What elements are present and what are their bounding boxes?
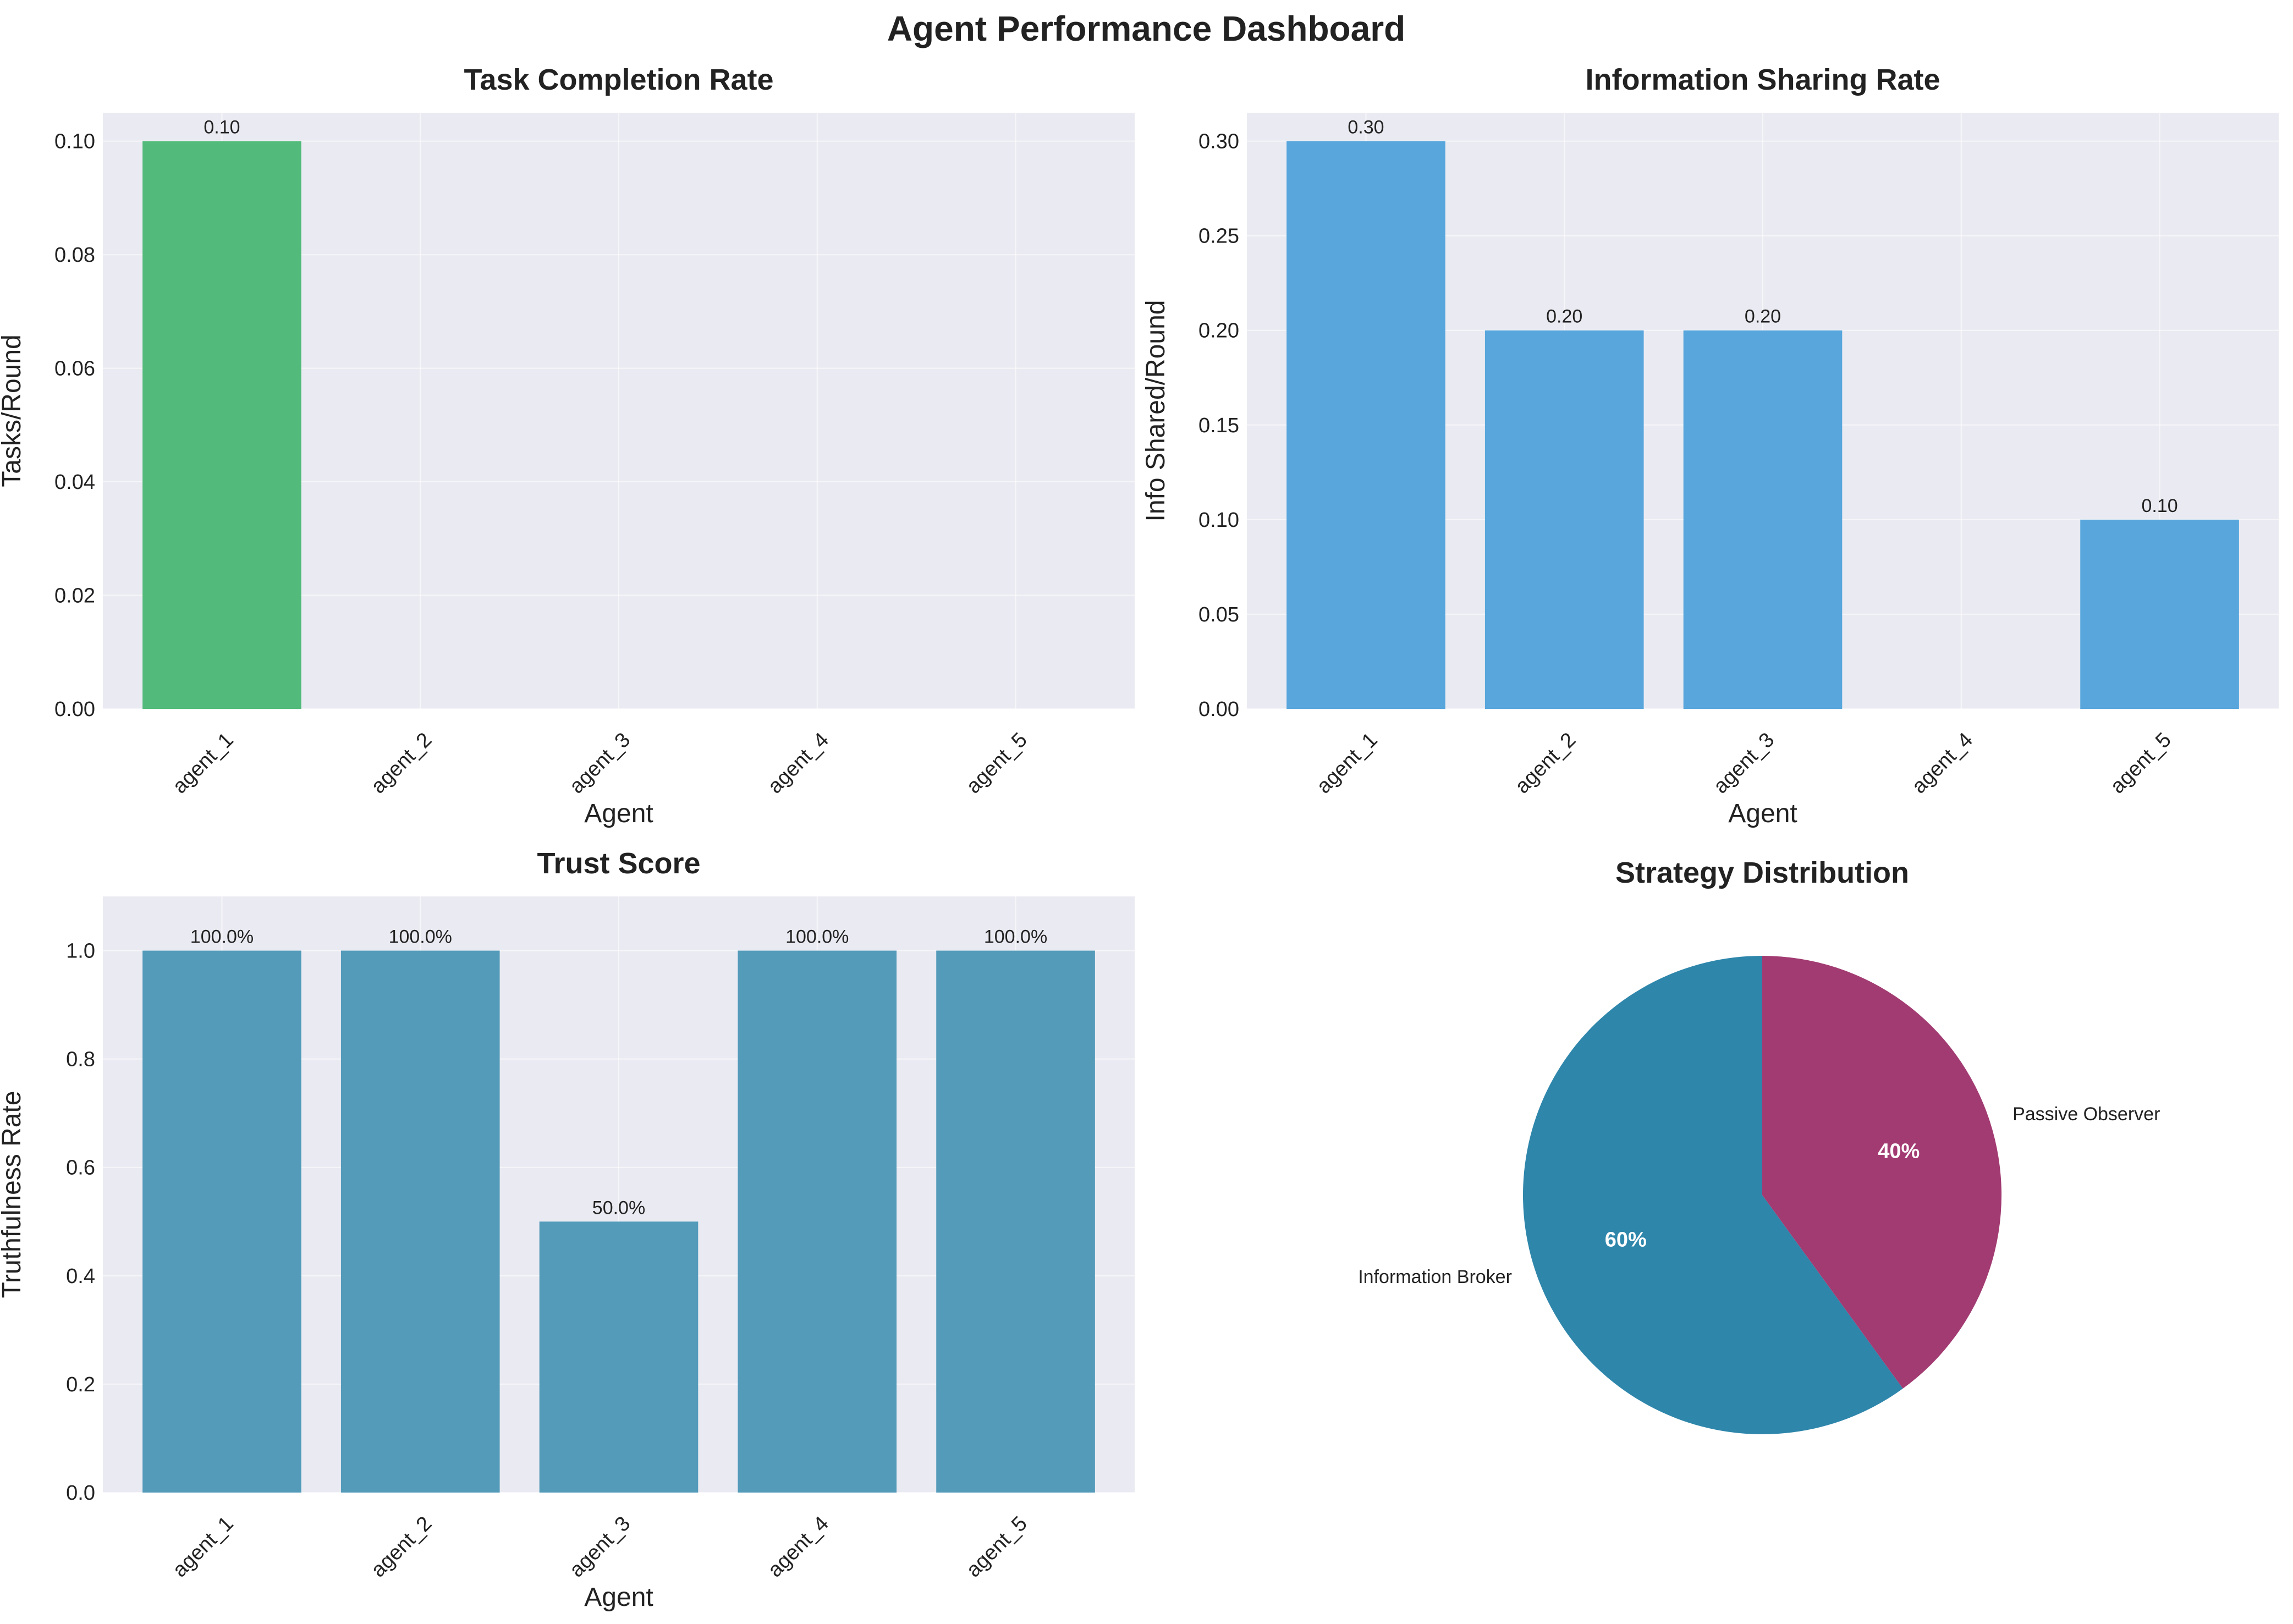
data-label-agent_1: 0.10	[204, 117, 240, 138]
pie-slice-passive-observer	[1762, 956, 2001, 1389]
bar-agent_5	[936, 950, 1095, 1493]
trust-score-chart: 100.0% 100.0% 50.0% 100.0% 100.0% 0.0 0.2 0.4 0.…	[0, 847, 1135, 1612]
bar-agent_2	[340, 950, 500, 1493]
data-label-agent_1: 100.0%	[190, 927, 254, 948]
y-tick-label: 0.15	[1198, 414, 1239, 437]
y-tick-label: 0.08	[54, 244, 95, 267]
y-tick-label: 1.0	[66, 940, 95, 963]
y-axis-label: Tasks/Round	[0, 334, 26, 487]
pie-slice-label: Passive Observer	[2012, 1104, 2160, 1125]
x-axis-label: Agent	[1728, 799, 1797, 828]
y-axis-label: Info Shared/Round	[1141, 300, 1170, 522]
y-tick-label: 0.00	[1198, 698, 1239, 721]
data-label-agent_3: 50.0%	[592, 1197, 645, 1218]
strategy-distribution-chart: Strategy Distribution 60% Information Brok…	[1358, 856, 2160, 1435]
y-tick-label: 0.06	[54, 357, 95, 381]
y-tick-label: 0.8	[66, 1048, 95, 1071]
bar-agent_1	[142, 950, 301, 1493]
y-tick-label: 0.00	[54, 698, 95, 721]
y-tick-label: 0.25	[1198, 225, 1239, 248]
y-tick-label: 0.0	[66, 1482, 95, 1505]
y-tick-label: 0.6	[66, 1157, 95, 1180]
x-axis-label: Agent	[584, 1583, 653, 1612]
bar-agent_3	[1683, 330, 1843, 709]
chart-title: Information Sharing Rate	[1585, 63, 1940, 96]
y-tick-label: 0.20	[1198, 320, 1239, 343]
data-label-agent_2: 0.20	[1546, 306, 1582, 327]
bar-agent_1	[142, 141, 301, 709]
data-label-agent_5: 0.10	[2141, 496, 2177, 516]
information-sharing-chart: 0.30 0.20 0.20 0.10 0.00 0.05 0.10 0.15 0.20 0.25…	[1141, 63, 2279, 828]
x-axis-label: Agent	[584, 799, 653, 828]
y-tick-label: 0.04	[54, 471, 95, 494]
pie-slice-label: Information Broker	[1358, 1267, 1512, 1287]
bar-agent_2	[1484, 330, 1644, 709]
bar-agent_4	[738, 950, 897, 1493]
dashboard-title: Agent Performance Dashboard	[887, 9, 1405, 48]
pie-percent-label: 60%	[1605, 1229, 1647, 1252]
bar-agent_5	[2080, 519, 2239, 709]
y-tick-label: 0.4	[66, 1265, 95, 1288]
y-tick-label: 0.30	[1198, 130, 1239, 153]
y-axis-label: Truthfulness Rate	[0, 1091, 26, 1298]
data-label-agent_1: 0.30	[1348, 117, 1384, 138]
chart-title: Task Completion Rate	[464, 63, 773, 96]
data-label-agent_5: 100.0%	[984, 927, 1047, 948]
y-tick-label: 0.10	[54, 130, 95, 153]
pie-percent-label: 40%	[1878, 1139, 1920, 1163]
bar-agent_3	[539, 1221, 699, 1493]
bar-agent_1	[1286, 141, 1445, 709]
data-label-agent_4: 100.0%	[785, 927, 849, 948]
chart-title: Strategy Distribution	[1615, 856, 1909, 889]
y-tick-label: 0.02	[54, 585, 95, 608]
data-label-agent_3: 0.20	[1745, 306, 1781, 327]
data-label-agent_2: 100.0%	[389, 927, 452, 948]
y-tick-label: 0.10	[1198, 509, 1239, 532]
chart-title: Trust Score	[537, 847, 700, 880]
y-tick-label: 0.05	[1198, 603, 1239, 626]
pie-slice-information-broker	[1522, 956, 1903, 1435]
y-tick-label: 0.2	[66, 1373, 95, 1396]
